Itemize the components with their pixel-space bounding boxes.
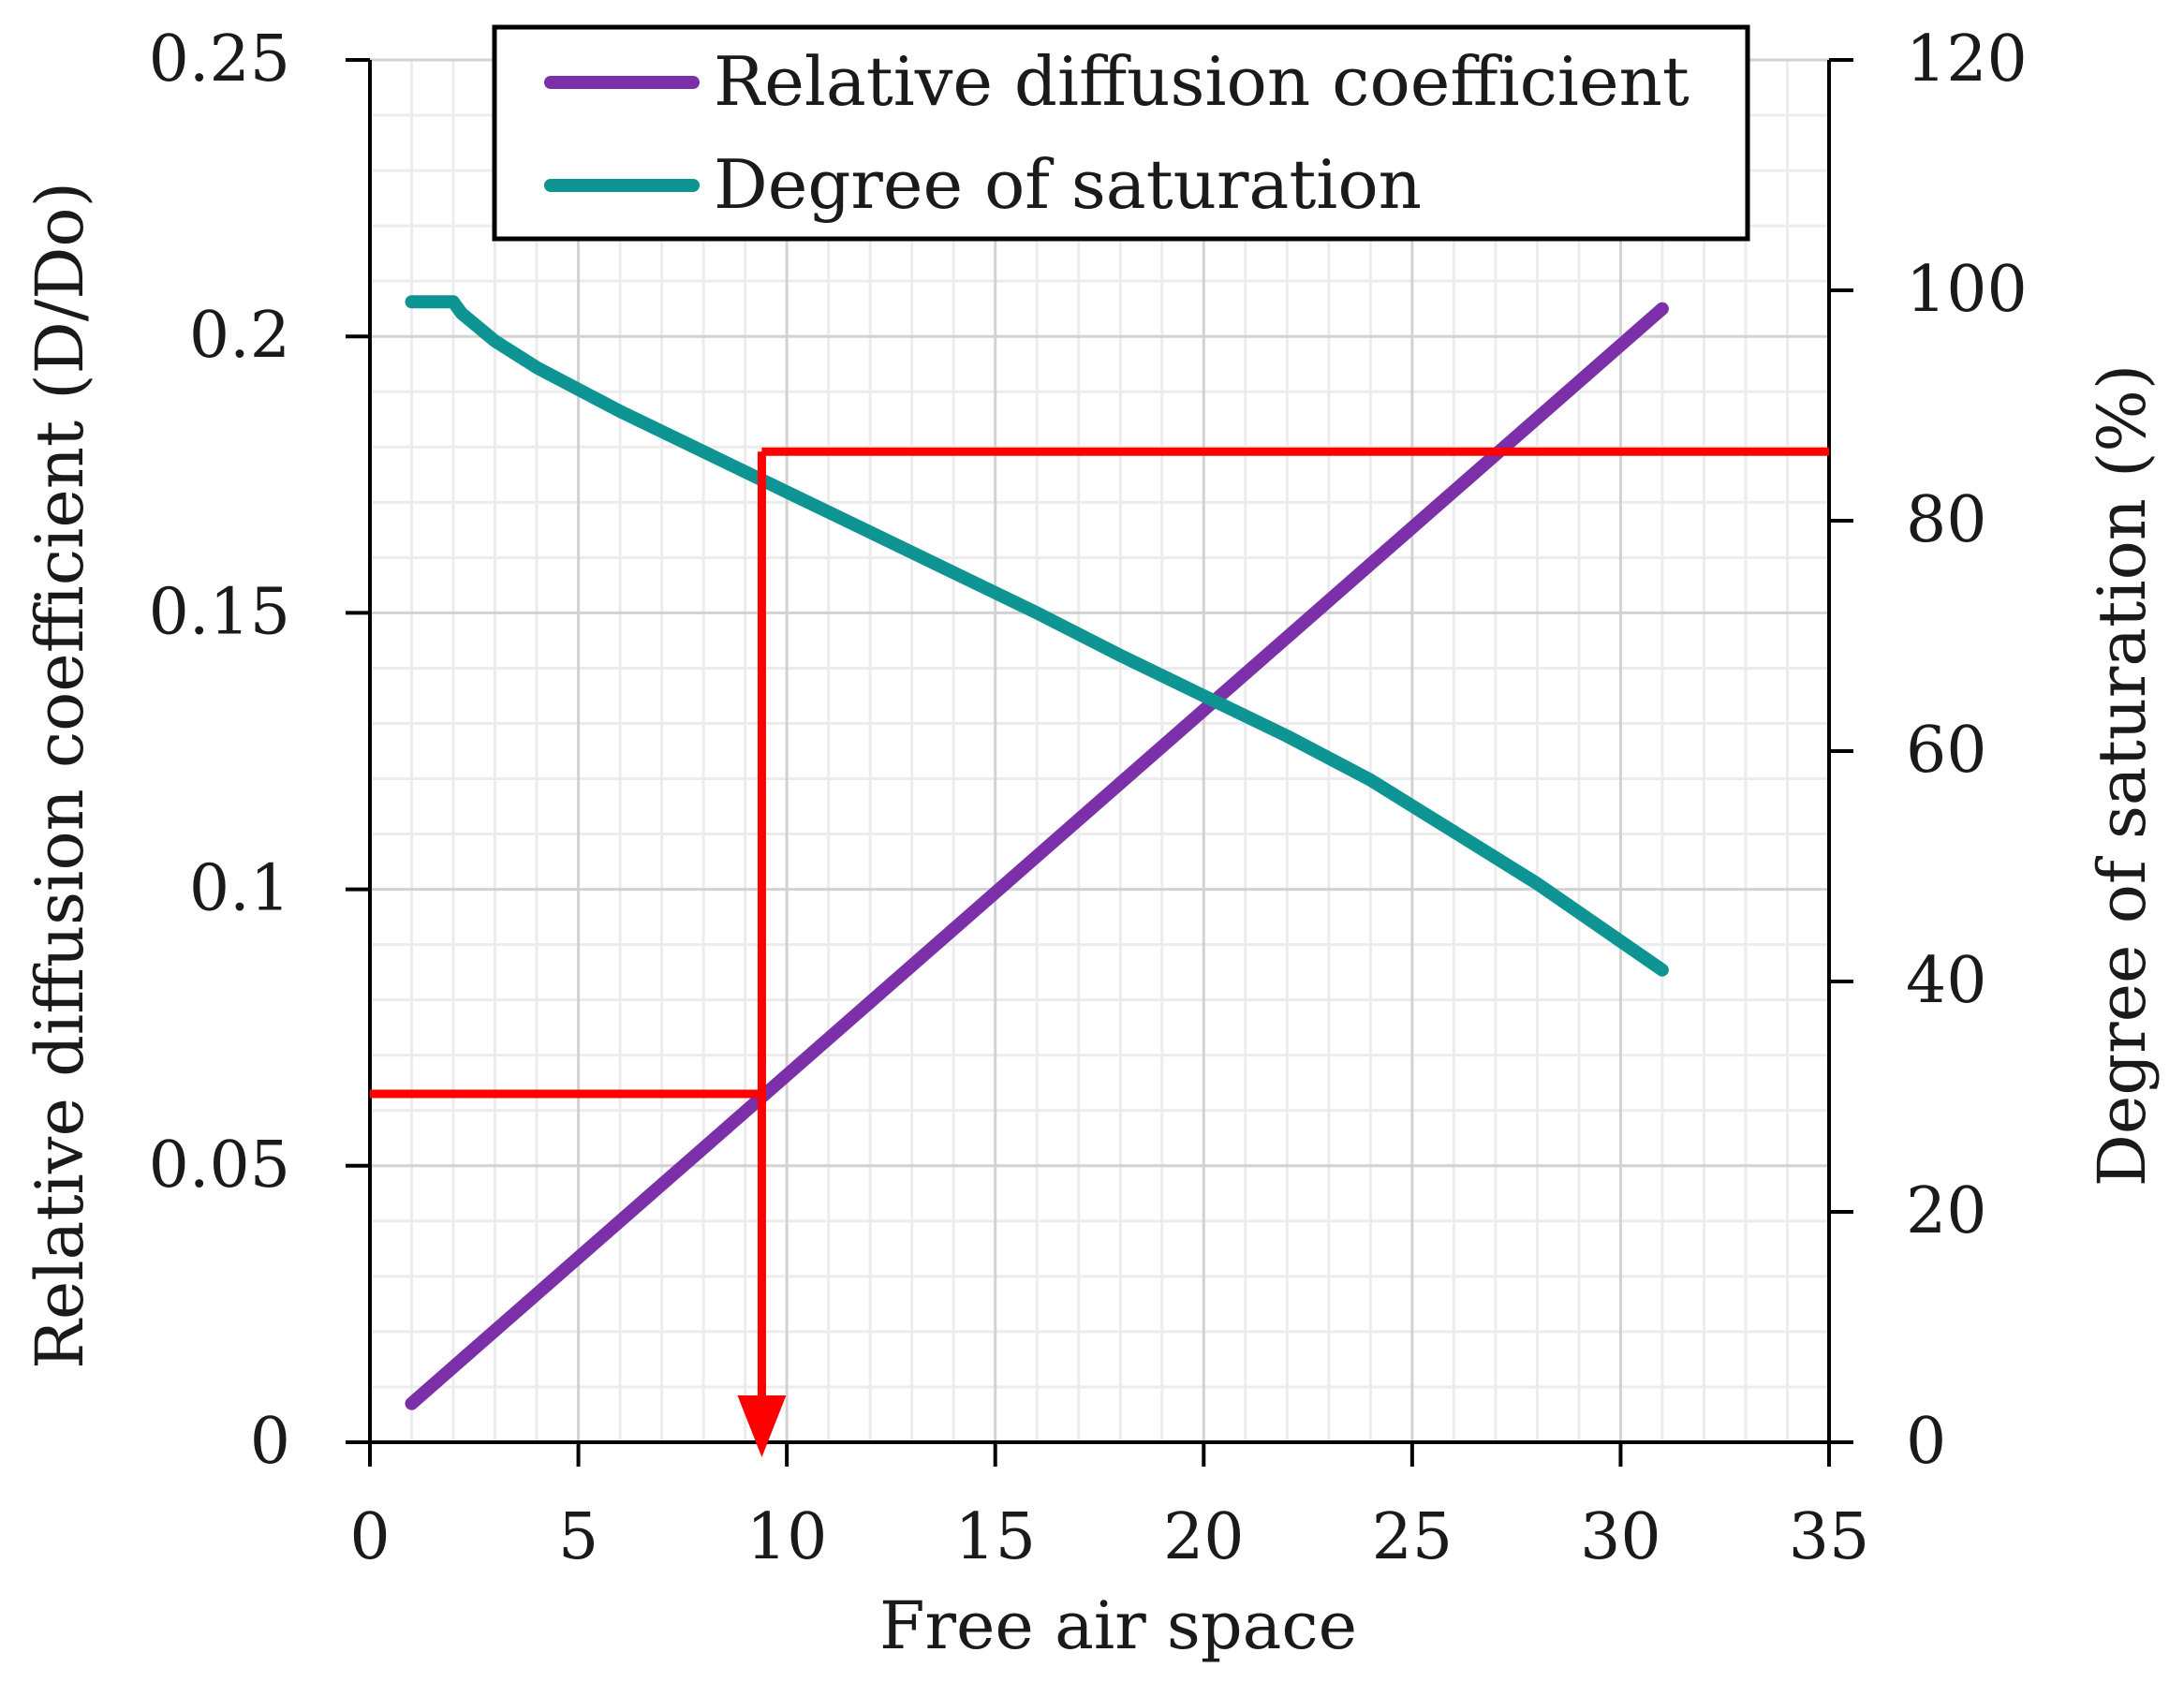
y2-tick-label: 20	[1906, 1174, 1987, 1248]
x-tick-label: 30	[1580, 1500, 1661, 1574]
x-tick-label: 5	[558, 1500, 598, 1574]
y-tick-label: 0.05	[149, 1129, 290, 1202]
y-axis-title: Relative diffusion coefficient (D/Do)	[22, 182, 98, 1369]
x-tick-label: 10	[746, 1500, 828, 1574]
x-tick-label: 20	[1163, 1500, 1245, 1574]
y2-tick-label: 40	[1906, 944, 1987, 1018]
legend-label-1: Relative diffusion coefficient	[714, 42, 1690, 121]
y-tick-label: 0.1	[189, 852, 290, 926]
x-tick-label: 0	[349, 1500, 390, 1574]
x-tick-label: 25	[1372, 1500, 1454, 1574]
axes	[346, 58, 1853, 1467]
y-tick-label: 0.25	[149, 22, 290, 96]
reference-arrow-head	[737, 1395, 787, 1457]
plot-area	[370, 295, 1829, 1457]
y2-tick-label: 120	[1906, 22, 2028, 96]
axis-labels: 0 5 10 15 20 25 30 35 0 0.05 0.1 0.15 0.2 0.25 0 20 40 60…	[22, 22, 2161, 1664]
y2-tick-label: 100	[1906, 253, 2028, 327]
series-line-1	[405, 302, 1669, 1410]
y-tick-label: 0.15	[149, 575, 290, 649]
x-tick-label: 35	[1789, 1500, 1870, 1574]
series-line-2	[405, 295, 1669, 977]
y2-axis-title: Degree of saturation (%)	[2084, 364, 2161, 1187]
legend: Relative diffusion coefficient Degree of …	[492, 24, 1750, 242]
legend-label-2: Degree of saturation	[714, 145, 1422, 224]
y-tick-label: 0	[250, 1405, 290, 1479]
y2-tick-label: 0	[1906, 1405, 1946, 1479]
legend-box	[492, 24, 1750, 242]
y-tick-label: 0.2	[189, 299, 290, 373]
y2-tick-label: 60	[1906, 714, 1987, 788]
x-tick-label: 15	[954, 1500, 1036, 1574]
y2-tick-label: 80	[1906, 483, 1987, 557]
x-axis-title: Free air space	[879, 1587, 1357, 1664]
